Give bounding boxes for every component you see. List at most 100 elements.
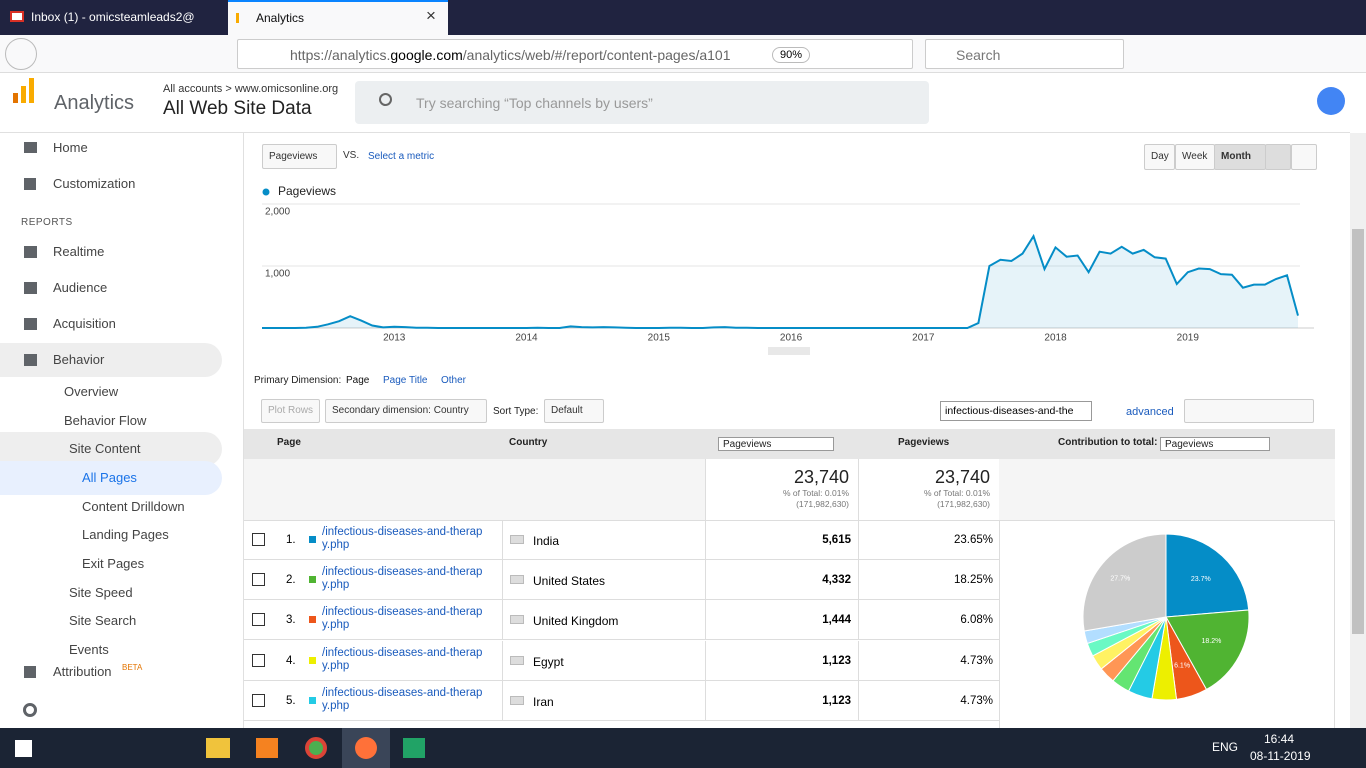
app-icon[interactable] [256, 738, 278, 758]
nav-item[interactable]: Exit Pages [82, 556, 145, 571]
nav-item[interactable]: Events [69, 642, 109, 657]
nav-icon [24, 246, 37, 258]
nav-item[interactable]: Realtime [53, 244, 105, 259]
app-active[interactable] [342, 728, 390, 768]
nav-item[interactable]: Audience [53, 280, 108, 295]
nav-item[interactable]: Customization [53, 176, 136, 191]
column-header[interactable]: Contribution to total: [1058, 437, 1158, 448]
column-header[interactable]: Pageviews [718, 437, 834, 451]
nav-item[interactable]: All Pages [82, 470, 137, 485]
app-icon[interactable] [305, 737, 327, 759]
pie-slice[interactable] [1165, 533, 1250, 618]
view-toggles[interactable] [1184, 399, 1314, 423]
nav-item[interactable]: Overview [64, 384, 119, 399]
zoom[interactable]: 90% [772, 47, 810, 63]
country: United Kingdom [533, 614, 619, 628]
nav-item[interactable]: Site Search [69, 613, 137, 628]
chart-resize-handle [768, 347, 810, 355]
column-header[interactable]: Pageviews [1160, 437, 1270, 451]
page-link[interactable]: /infectious-diseases-and-therapy.php [322, 647, 483, 672]
cell-divider [705, 600, 706, 640]
nav-item[interactable]: Content Drilldown [82, 499, 185, 514]
plot-rows-button[interactable]: Plot Rows [261, 399, 320, 423]
metric-dropdown[interactable]: Pageviews [262, 144, 337, 169]
nav-item[interactable]: Site Speed [69, 585, 133, 600]
clock-time[interactable]: 16:44 [1264, 732, 1295, 746]
pie-slice[interactable] [1082, 533, 1167, 632]
vs-label: VS. [343, 150, 360, 161]
tab-close[interactable]: × [426, 6, 436, 25]
language[interactable]: ENG [1212, 740, 1239, 754]
period-button[interactable]: Day [1144, 144, 1175, 170]
beta-badge: BETA [122, 663, 143, 672]
back-button[interactable] [5, 38, 37, 70]
nav-item[interactable]: Attribution [53, 664, 112, 679]
pie-slice[interactable] [1165, 609, 1250, 691]
cell-divider [502, 681, 503, 721]
period-button[interactable]: Month [1214, 144, 1266, 170]
sort-dropdown[interactable]: Default [544, 399, 604, 423]
cell-divider [1334, 520, 1335, 728]
scroll-thumb[interactable] [1352, 229, 1364, 634]
row-checkbox[interactable] [252, 533, 265, 546]
column-header[interactable]: Page [277, 437, 301, 448]
page-link[interactable]: /infectious-diseases-and-therapy.php [322, 687, 483, 712]
page-link[interactable]: /infectious-diseases-and-therapy.php [322, 606, 483, 631]
nav-icon [24, 318, 37, 330]
country: Egypt [533, 655, 564, 669]
row-color [309, 536, 316, 543]
nav-item[interactable]: Behavior [53, 352, 105, 367]
dimension-option[interactable]: Page Title [383, 375, 428, 386]
page-link[interactable]: /infectious-diseases-and-therapy.php [322, 526, 483, 551]
filter-input[interactable]: infectious-diseases-and-the [940, 401, 1092, 421]
nav-item[interactable]: Behavior Flow [64, 413, 147, 428]
page-link[interactable]: /infectious-diseases-and-therapy.php [322, 566, 483, 591]
dimension-option[interactable]: Other [441, 375, 467, 386]
nav-highlight [0, 343, 222, 377]
column-header[interactable]: Country [509, 437, 548, 448]
y-tick-label: 2,000 [265, 207, 290, 218]
total-percent: % of Total: 0.01% [924, 488, 990, 498]
app-icon[interactable] [403, 738, 425, 758]
share: 4.73% [960, 695, 993, 707]
url-bar[interactable]: https://analytics.google.com/analytics/w… [237, 39, 913, 69]
nav-item[interactable]: Landing Pages [82, 527, 169, 542]
row-checkbox[interactable] [252, 573, 265, 586]
total-value: 23,740 [934, 467, 990, 487]
clock-date[interactable]: 08-11-2019 [1250, 749, 1311, 763]
row-checkbox[interactable] [252, 654, 265, 667]
nav-icon [24, 666, 36, 678]
view-selector[interactable]: All Web Site Data [163, 98, 312, 119]
tab[interactable]: Inbox (1) - omicsteamleads2@ [0, 0, 226, 35]
tab-active[interactable]: Analytics × [228, 0, 448, 35]
dimension-option[interactable]: Page [346, 375, 370, 386]
row-number: 4. [286, 655, 296, 667]
secondary-dimension[interactable]: Secondary dimension: Country [325, 399, 487, 423]
period-button[interactable]: Week [1175, 144, 1215, 170]
nav-item[interactable]: Home [53, 140, 88, 155]
row-checkbox[interactable] [252, 613, 265, 626]
chart-type-button[interactable] [1265, 144, 1291, 170]
logo-bar [21, 86, 26, 103]
column-header[interactable]: Pageviews [898, 437, 950, 448]
search-bar[interactable]: Search [925, 39, 1124, 69]
cell-divider [999, 520, 1000, 728]
avatar[interactable] [1317, 87, 1345, 115]
ga-header: Analytics All accounts > www.omicsonline… [0, 73, 1350, 133]
area [262, 236, 1298, 328]
chart-type-button[interactable] [1291, 144, 1317, 170]
advanced-link[interactable]: advanced [1126, 406, 1174, 418]
row-number: 1. [286, 534, 296, 546]
nav-item[interactable]: Site Content [69, 441, 141, 456]
app-icon[interactable] [206, 738, 230, 758]
settings-icon[interactable] [23, 703, 37, 717]
tab-title: Inbox (1) - omicsteamleads2@ [31, 10, 195, 24]
ga-search[interactable]: Try searching “Top channels by users” [355, 81, 929, 124]
start-button[interactable] [15, 740, 32, 757]
row-checkbox[interactable] [252, 694, 265, 707]
breadcrumb[interactable]: All accounts > www.omicsonline.org [163, 83, 339, 95]
pageviews: 1,123 [822, 695, 851, 707]
scrollbar[interactable] [1350, 133, 1366, 728]
nav-item[interactable]: Acquisition [53, 316, 116, 331]
metric-link[interactable]: Select a metric [368, 151, 435, 162]
